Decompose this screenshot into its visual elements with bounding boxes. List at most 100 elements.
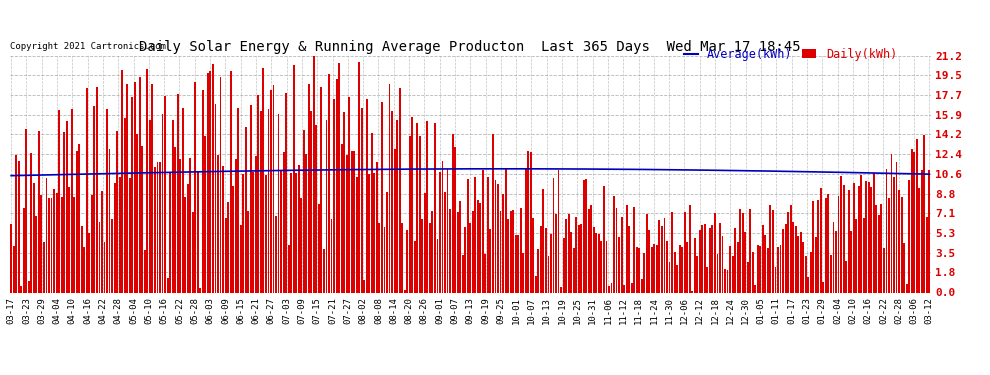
Bar: [38, 130, 40, 292]
Bar: [194, 82, 196, 292]
Bar: [295, 173, 297, 292]
Bar: [15, 155, 17, 292]
Bar: [528, 151, 530, 292]
Bar: [598, 234, 600, 292]
Bar: [260, 111, 261, 292]
Bar: [222, 166, 224, 292]
Bar: [555, 214, 557, 292]
Bar: [530, 152, 532, 292]
Bar: [658, 220, 660, 292]
Bar: [929, 170, 931, 292]
Bar: [807, 277, 809, 292]
Bar: [769, 205, 771, 292]
Bar: [248, 211, 249, 292]
Bar: [363, 279, 365, 292]
Bar: [127, 84, 128, 292]
Bar: [288, 245, 290, 292]
Bar: [139, 77, 141, 292]
Bar: [618, 237, 620, 292]
Bar: [391, 111, 393, 292]
Bar: [43, 242, 45, 292]
Bar: [719, 224, 721, 292]
Bar: [119, 177, 121, 292]
Bar: [631, 283, 633, 292]
Bar: [668, 262, 670, 292]
Bar: [409, 136, 411, 292]
Bar: [78, 144, 80, 292]
Bar: [10, 224, 12, 292]
Bar: [689, 205, 691, 292]
Bar: [432, 211, 434, 292]
Bar: [855, 219, 857, 292]
Bar: [23, 208, 25, 292]
Bar: [132, 97, 134, 292]
Bar: [456, 211, 458, 292]
Bar: [540, 226, 542, 292]
Bar: [679, 245, 680, 292]
Bar: [53, 189, 55, 292]
Bar: [636, 246, 638, 292]
Bar: [842, 186, 844, 292]
Bar: [70, 108, 72, 292]
Bar: [911, 149, 913, 292]
Bar: [28, 281, 30, 292]
Bar: [774, 267, 776, 292]
Bar: [891, 154, 892, 292]
Bar: [169, 173, 171, 292]
Bar: [176, 94, 178, 292]
Bar: [280, 170, 282, 292]
Bar: [505, 169, 507, 292]
Bar: [26, 129, 28, 292]
Bar: [83, 247, 85, 292]
Bar: [835, 231, 837, 292]
Bar: [694, 238, 696, 292]
Bar: [187, 184, 189, 292]
Bar: [373, 173, 375, 292]
Bar: [151, 84, 153, 292]
Bar: [552, 178, 554, 292]
Bar: [585, 179, 587, 292]
Bar: [823, 282, 825, 292]
Bar: [852, 183, 854, 292]
Bar: [701, 225, 703, 292]
Bar: [217, 155, 219, 292]
Bar: [751, 252, 753, 292]
Bar: [525, 170, 527, 292]
Bar: [818, 200, 820, 292]
Bar: [626, 205, 628, 292]
Bar: [616, 208, 618, 292]
Bar: [182, 108, 183, 292]
Bar: [510, 211, 512, 292]
Bar: [595, 234, 597, 292]
Bar: [565, 219, 567, 292]
Bar: [404, 290, 406, 292]
Bar: [417, 123, 418, 292]
Bar: [924, 135, 926, 292]
Bar: [873, 172, 875, 292]
Bar: [570, 231, 572, 292]
Bar: [414, 241, 416, 292]
Bar: [517, 235, 519, 292]
Bar: [759, 246, 761, 292]
Bar: [567, 214, 569, 292]
Bar: [724, 269, 726, 292]
Bar: [439, 172, 441, 292]
Bar: [833, 222, 835, 292]
Bar: [205, 136, 206, 292]
Bar: [368, 174, 370, 292]
Bar: [210, 71, 212, 292]
Bar: [243, 174, 245, 292]
Bar: [148, 120, 150, 292]
Bar: [360, 108, 362, 292]
Bar: [681, 247, 683, 292]
Bar: [63, 132, 65, 292]
Bar: [533, 218, 535, 292]
Bar: [608, 286, 610, 292]
Bar: [671, 211, 673, 292]
Bar: [663, 218, 665, 292]
Bar: [704, 224, 706, 292]
Bar: [331, 219, 333, 292]
Bar: [336, 79, 338, 292]
Bar: [896, 162, 898, 292]
Bar: [257, 95, 259, 292]
